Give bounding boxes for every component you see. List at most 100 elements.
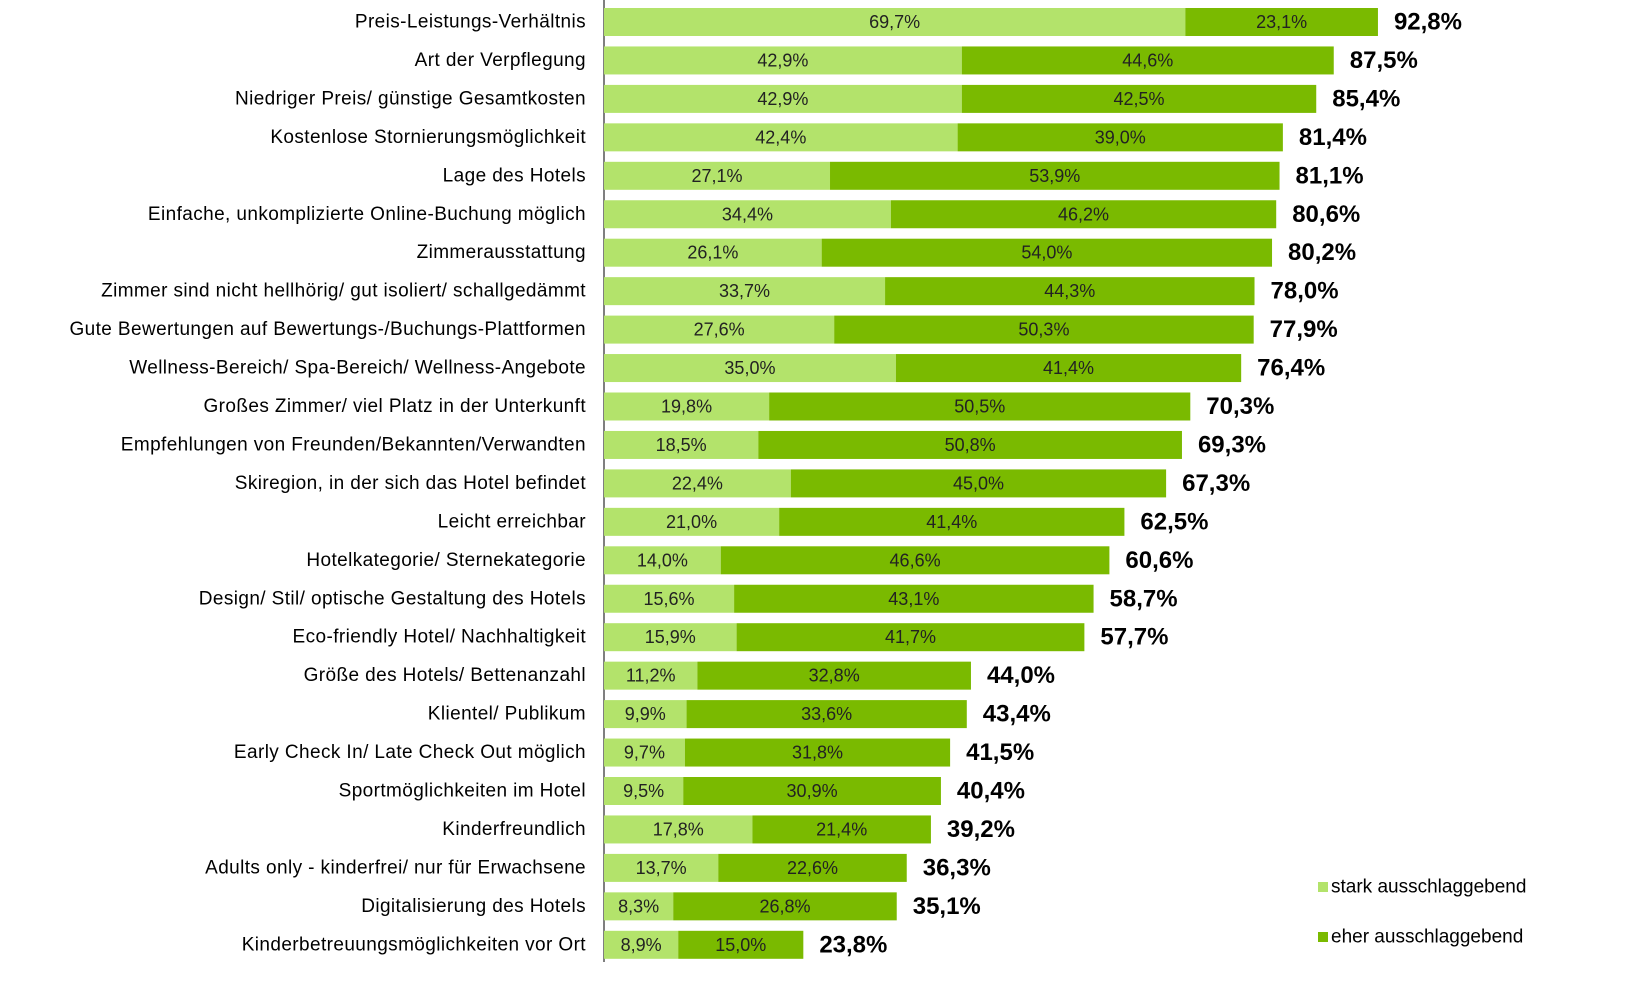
value-label: 34,4%: [722, 204, 773, 224]
value-label: 23,1%: [1256, 12, 1307, 32]
bar-segment: [758, 430, 1182, 459]
bar-segment: [1185, 8, 1378, 36]
total-label: 87,5%: [1350, 47, 1418, 74]
bar-segment: [720, 546, 1110, 575]
bar-segment: [769, 392, 1191, 421]
bar-segment: [604, 315, 835, 344]
total-label: 58,7%: [1110, 585, 1178, 612]
total-label: 81,1%: [1296, 162, 1364, 189]
bar-segment: [604, 546, 721, 575]
value-label: 18,5%: [656, 435, 707, 455]
value-label: 21,4%: [816, 819, 867, 839]
bar-segment: [604, 700, 687, 729]
bar-segment: [890, 200, 1277, 229]
bar-segment: [957, 123, 1283, 152]
total-label: 78,0%: [1271, 278, 1339, 305]
category-label: Leicht erreichbar: [438, 511, 587, 532]
value-label: 11,2%: [626, 666, 676, 686]
value-label: 41,4%: [926, 512, 977, 532]
value-label: 22,6%: [787, 858, 838, 878]
total-label: 77,9%: [1270, 316, 1338, 343]
category-label: Hotelkategorie/ Sternekategorie: [306, 550, 586, 571]
bar-segment: [604, 815, 753, 844]
bar-segment: [604, 892, 674, 921]
value-label: 17,8%: [653, 819, 704, 839]
total-label: 43,4%: [983, 701, 1051, 728]
category-label: Preis-Leistungs-Verhältnis: [355, 12, 586, 33]
value-label: 50,3%: [1018, 320, 1069, 340]
value-label: 45,0%: [953, 473, 1004, 493]
bar-segment: [734, 584, 1094, 613]
total-label: 60,6%: [1125, 547, 1193, 574]
value-label: 42,9%: [757, 89, 808, 109]
bar-segment: [790, 469, 1167, 498]
value-label: 8,9%: [621, 935, 662, 955]
value-label: 32,8%: [809, 666, 860, 686]
value-label: 9,9%: [625, 704, 666, 724]
total-label: 41,5%: [966, 739, 1034, 766]
bar-segment: [961, 84, 1317, 113]
value-label: 21,0%: [666, 512, 717, 532]
bar-segment: [686, 700, 967, 729]
bar-segment: [678, 930, 804, 959]
bar-segment: [604, 123, 958, 152]
bar-segment: [718, 853, 907, 882]
value-label: 15,6%: [644, 589, 695, 609]
value-label: 39,0%: [1095, 127, 1146, 147]
value-label: 13,7%: [636, 858, 687, 878]
bar-segment: [684, 738, 951, 767]
value-label: 9,7%: [624, 743, 665, 763]
bar-segment: [604, 738, 685, 767]
value-label: 46,2%: [1058, 204, 1109, 224]
value-label: 26,1%: [687, 243, 738, 263]
bar-segment: [604, 8, 1186, 36]
category-label: Niedriger Preis/ günstige Gesamtkosten: [235, 88, 586, 109]
total-label: 36,3%: [923, 854, 991, 881]
value-label: 50,8%: [945, 435, 996, 455]
value-label: 46,6%: [890, 550, 941, 570]
bar-segment: [604, 661, 698, 690]
value-label: 26,8%: [759, 896, 810, 916]
value-label: 44,3%: [1044, 281, 1095, 301]
total-label: 81,4%: [1299, 124, 1367, 151]
bar-segment: [604, 84, 962, 113]
value-label: 33,6%: [801, 704, 852, 724]
bar-segment: [752, 815, 931, 844]
category-label: Kinderbetreuungsmöglichkeiten vor Ort: [242, 934, 587, 955]
category-label: Kostenlose Stornierungsmöglichkeit: [270, 127, 586, 148]
category-label: Größe des Hotels/ Bettenanzahl: [304, 665, 586, 686]
legend-label: eher ausschlaggebend: [1331, 927, 1523, 948]
legend-swatch: [1318, 932, 1328, 942]
value-label: 31,8%: [792, 743, 843, 763]
bar-segment: [830, 161, 1280, 190]
total-label: 40,4%: [957, 778, 1025, 805]
total-label: 39,2%: [947, 816, 1015, 843]
value-label: 15,0%: [715, 935, 766, 955]
bar-segment: [885, 277, 1255, 306]
total-label: 23,8%: [819, 931, 887, 958]
category-label: Design/ Stil/ optische Gestaltung des Ho…: [199, 588, 586, 609]
total-label: 67,3%: [1182, 470, 1250, 497]
value-label: 33,7%: [719, 281, 770, 301]
category-label: Art der Verpflegung: [415, 50, 586, 71]
bar-segment: [697, 661, 971, 690]
category-label: Skiregion, in der sich das Hotel befinde…: [235, 473, 587, 494]
legend-swatch: [1318, 882, 1328, 892]
category-label: Kinderfreundlich: [442, 819, 586, 840]
category-label: Sportmöglichkeiten im Hotel: [339, 781, 586, 802]
category-label: Gute Bewertungen auf Bewertungs-/Buchung…: [69, 319, 586, 340]
category-label: Digitalisierung des Hotels: [361, 896, 586, 917]
bar-segment: [604, 507, 780, 536]
value-label: 50,5%: [954, 397, 1005, 417]
category-label: Eco-friendly Hotel/ Nachhaltigkeit: [293, 627, 587, 648]
value-label: 44,6%: [1122, 50, 1173, 70]
value-label: 14,0%: [637, 550, 688, 570]
category-label: Lage des Hotels: [443, 165, 586, 186]
value-label: 41,7%: [885, 627, 936, 647]
bar-segment: [604, 46, 962, 75]
bar-segment: [736, 623, 1085, 652]
bar-segment: [604, 238, 822, 267]
total-label: 80,2%: [1288, 239, 1356, 266]
bar-segment: [604, 853, 719, 882]
